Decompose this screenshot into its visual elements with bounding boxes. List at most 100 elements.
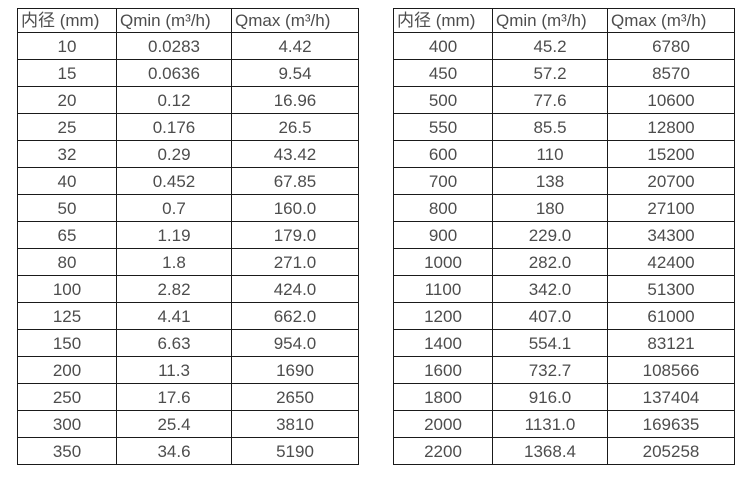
- cell-qmax: 8570: [607, 59, 735, 87]
- flow-table-small-diameters: 内径 (mm) Qmin (m³/h) Qmax (m³/h) 10 0.0283 4.…: [17, 8, 359, 465]
- cell-qmin: 0.176: [116, 113, 232, 141]
- table-row: 150 6.63 954.0: [17, 329, 359, 357]
- cell-qmin: 34.6: [116, 437, 232, 465]
- table-row: 10 0.0283 4.42: [17, 32, 359, 60]
- flow-table-large-diameters: 内径 (mm) Qmin (m³/h) Qmax (m³/h) 400 45.2 678…: [393, 8, 735, 465]
- header-qmin: Qmin (m³/h): [116, 8, 232, 33]
- cell-diameter: 2000: [393, 410, 493, 438]
- table-row: 40 0.452 67.85: [17, 167, 359, 195]
- cell-qmax: 26.5: [231, 113, 359, 141]
- cell-diameter: 550: [393, 113, 493, 141]
- cell-qmax: 160.0: [231, 194, 359, 222]
- cell-qmin: 77.6: [492, 86, 608, 114]
- cell-qmin: 916.0: [492, 383, 608, 411]
- cell-qmin: 732.7: [492, 356, 608, 384]
- cell-diameter: 300: [17, 410, 117, 438]
- cell-qmin: 282.0: [492, 248, 608, 276]
- cell-diameter: 20: [17, 86, 117, 114]
- cell-qmin: 110: [492, 140, 608, 168]
- cell-qmin: 1.8: [116, 248, 232, 276]
- cell-qmax: 179.0: [231, 221, 359, 249]
- header-diameter: 内径 (mm): [17, 8, 117, 33]
- table-row: 300 25.4 3810: [17, 410, 359, 438]
- cell-diameter: 125: [17, 302, 117, 330]
- cell-qmax: 27100: [607, 194, 735, 222]
- table-row: 250 17.6 2650: [17, 383, 359, 411]
- cell-diameter: 10: [17, 32, 117, 60]
- cell-qmin: 11.3: [116, 356, 232, 384]
- table-row: 350 34.6 5190: [17, 437, 359, 465]
- header-qmax: Qmax (m³/h): [607, 8, 735, 33]
- table-row: 1100 342.0 51300: [393, 275, 735, 303]
- cell-diameter: 32: [17, 140, 117, 168]
- table-row: 550 85.5 12800: [393, 113, 735, 141]
- header-qmax: Qmax (m³/h): [231, 8, 359, 33]
- cell-qmin: 0.12: [116, 86, 232, 114]
- table-row: 2200 1368.4 205258: [393, 437, 735, 465]
- cell-qmin: 554.1: [492, 329, 608, 357]
- table-row: 50 0.7 160.0: [17, 194, 359, 222]
- table-row: 2000 1131.0 169635: [393, 410, 735, 438]
- cell-diameter: 200: [17, 356, 117, 384]
- cell-qmin: 4.41: [116, 302, 232, 330]
- cell-qmin: 0.0636: [116, 59, 232, 87]
- cell-qmin: 25.4: [116, 410, 232, 438]
- cell-qmin: 1368.4: [492, 437, 608, 465]
- table-row: 450 57.2 8570: [393, 59, 735, 87]
- header-row: 内径 (mm) Qmin (m³/h) Qmax (m³/h): [393, 8, 735, 33]
- cell-diameter: 1100: [393, 275, 493, 303]
- cell-diameter: 150: [17, 329, 117, 357]
- cell-qmax: 4.42: [231, 32, 359, 60]
- cell-qmin: 180: [492, 194, 608, 222]
- table-row: 1800 916.0 137404: [393, 383, 735, 411]
- table-row: 15 0.0636 9.54: [17, 59, 359, 87]
- table-body: 400 45.2 6780 450 57.2 8570 500 77.6 10600 550 85.…: [393, 32, 735, 465]
- cell-qmax: 169635: [607, 410, 735, 438]
- cell-diameter: 15: [17, 59, 117, 87]
- table-row: 32 0.29 43.42: [17, 140, 359, 168]
- cell-qmax: 43.42: [231, 140, 359, 168]
- table-row: 500 77.6 10600: [393, 86, 735, 114]
- cell-qmax: 9.54: [231, 59, 359, 87]
- cell-qmin: 0.7: [116, 194, 232, 222]
- cell-diameter: 1000: [393, 248, 493, 276]
- table-row: 1200 407.0 61000: [393, 302, 735, 330]
- cell-qmax: 15200: [607, 140, 735, 168]
- cell-qmax: 20700: [607, 167, 735, 195]
- cell-qmax: 954.0: [231, 329, 359, 357]
- header-row: 内径 (mm) Qmin (m³/h) Qmax (m³/h): [17, 8, 359, 33]
- header-diameter: 内径 (mm): [393, 8, 493, 33]
- cell-qmin: 1131.0: [492, 410, 608, 438]
- cell-diameter: 900: [393, 221, 493, 249]
- table-row: 20 0.12 16.96: [17, 86, 359, 114]
- table-row: 1000 282.0 42400: [393, 248, 735, 276]
- cell-qmin: 85.5: [492, 113, 608, 141]
- cell-qmax: 108566: [607, 356, 735, 384]
- cell-diameter: 450: [393, 59, 493, 87]
- cell-qmax: 61000: [607, 302, 735, 330]
- cell-qmax: 34300: [607, 221, 735, 249]
- cell-qmin: 6.63: [116, 329, 232, 357]
- flow-rate-tables: 内径 (mm) Qmin (m³/h) Qmax (m³/h) 10 0.0283 4.…: [17, 8, 735, 465]
- table-row: 700 138 20700: [393, 167, 735, 195]
- cell-diameter: 65: [17, 221, 117, 249]
- cell-qmin: 1.19: [116, 221, 232, 249]
- table-row: 1600 732.7 108566: [393, 356, 735, 384]
- cell-qmin: 0.452: [116, 167, 232, 195]
- cell-diameter: 25: [17, 113, 117, 141]
- table-header-row: 内径 (mm) Qmin (m³/h) Qmax (m³/h): [17, 8, 359, 33]
- table-row: 800 180 27100: [393, 194, 735, 222]
- cell-qmax: 271.0: [231, 248, 359, 276]
- header-qmin: Qmin (m³/h): [492, 8, 608, 33]
- cell-diameter: 1200: [393, 302, 493, 330]
- table-row: 80 1.8 271.0: [17, 248, 359, 276]
- cell-qmax: 12800: [607, 113, 735, 141]
- table-row: 125 4.41 662.0: [17, 302, 359, 330]
- table-row: 25 0.176 26.5: [17, 113, 359, 141]
- cell-diameter: 1800: [393, 383, 493, 411]
- cell-diameter: 700: [393, 167, 493, 195]
- cell-qmax: 2650: [231, 383, 359, 411]
- table-row: 400 45.2 6780: [393, 32, 735, 60]
- cell-qmax: 67.85: [231, 167, 359, 195]
